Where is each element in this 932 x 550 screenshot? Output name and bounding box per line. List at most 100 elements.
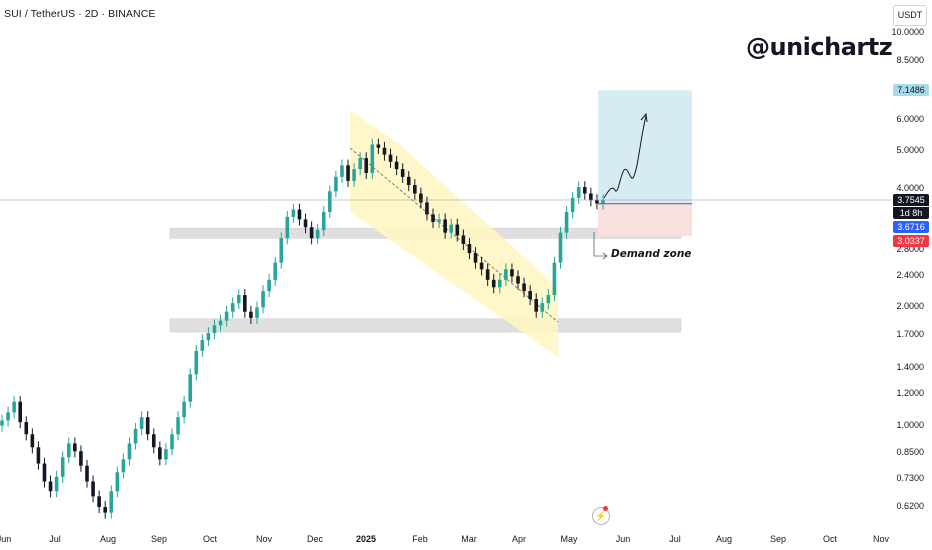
y-tick-label: 1.0000 bbox=[896, 419, 924, 430]
candle-body bbox=[139, 417, 144, 429]
candle-body bbox=[528, 291, 532, 300]
long-position-tool bbox=[593, 90, 692, 260]
candle-body bbox=[352, 169, 356, 181]
candle-body bbox=[315, 229, 320, 239]
lightning-icon[interactable]: ⚡ bbox=[592, 507, 610, 525]
y-tick-label: 5.0000 bbox=[896, 145, 924, 156]
y-tick-label: 2.0000 bbox=[896, 301, 924, 312]
candle-body bbox=[413, 184, 417, 194]
candle-body bbox=[510, 269, 514, 277]
candle-body bbox=[582, 187, 587, 194]
candle-body bbox=[230, 303, 235, 312]
candle-body bbox=[425, 202, 429, 215]
candle-body bbox=[36, 447, 41, 464]
y-tick-label: 0.8500 bbox=[896, 447, 924, 458]
candle-body bbox=[66, 443, 71, 458]
candle-body bbox=[540, 303, 545, 312]
candle-body bbox=[0, 420, 4, 426]
candle-body bbox=[437, 219, 441, 222]
candle-body bbox=[267, 279, 271, 292]
candle-body bbox=[6, 412, 10, 421]
demand-zone-rect bbox=[169, 318, 682, 333]
candle-body bbox=[570, 197, 575, 212]
candle-body bbox=[467, 244, 472, 254]
candle-body bbox=[48, 481, 53, 492]
candle-body bbox=[12, 401, 16, 413]
demand-zone-label: Demand zone bbox=[611, 248, 692, 260]
candle-body bbox=[18, 401, 23, 423]
candle-body bbox=[42, 463, 47, 482]
candle-body bbox=[97, 496, 101, 507]
candle-body bbox=[382, 147, 387, 155]
candle-body bbox=[370, 144, 375, 173]
candle-body bbox=[151, 434, 156, 448]
candle-body bbox=[273, 262, 277, 280]
candle-body bbox=[218, 320, 223, 326]
candle-body bbox=[30, 434, 35, 448]
candles-layer bbox=[0, 138, 605, 519]
y-tick-label: 6.0000 bbox=[896, 114, 924, 125]
candle-body bbox=[188, 374, 192, 402]
currency-button[interactable]: USDT bbox=[893, 5, 927, 26]
candle-body bbox=[491, 279, 496, 288]
candle-body bbox=[394, 161, 399, 170]
candle-body bbox=[449, 224, 454, 233]
candle-body bbox=[285, 216, 290, 239]
candle-body bbox=[85, 465, 89, 482]
candle-body bbox=[443, 219, 447, 233]
candle-body bbox=[115, 472, 120, 492]
x-tick-label: Aug bbox=[715, 534, 733, 544]
candle-body bbox=[589, 193, 593, 201]
candle-body bbox=[388, 154, 393, 162]
candle-body bbox=[497, 279, 502, 288]
target-zone bbox=[598, 90, 692, 204]
x-tick-label: Sep bbox=[150, 534, 168, 544]
candle-body bbox=[158, 447, 162, 460]
x-tick-label: Jul bbox=[669, 534, 681, 544]
candle-body bbox=[236, 295, 241, 304]
candle-body bbox=[334, 176, 338, 192]
candle-body bbox=[321, 211, 326, 230]
candle-body bbox=[200, 340, 205, 351]
candle-body bbox=[145, 417, 150, 435]
candle-body bbox=[419, 193, 423, 203]
y-tick-label: 1.7000 bbox=[896, 329, 924, 340]
candle-body bbox=[109, 491, 114, 513]
projection-arrow-head bbox=[640, 112, 648, 123]
candle-body bbox=[358, 158, 362, 170]
candle-body bbox=[243, 295, 247, 312]
x-tick-label: Oct bbox=[822, 534, 838, 544]
candle-body bbox=[479, 262, 484, 270]
candle-body bbox=[212, 325, 217, 334]
candle-body bbox=[249, 311, 253, 318]
target-price-tag: 7.1486 bbox=[893, 84, 929, 96]
x-tick-label: Jun bbox=[0, 534, 12, 544]
candle-body bbox=[431, 214, 435, 222]
candle-body bbox=[552, 262, 557, 296]
y-tick-label: 0.6200 bbox=[896, 501, 924, 511]
candle-body bbox=[279, 238, 284, 263]
candle-body bbox=[194, 350, 199, 375]
candle-body bbox=[346, 165, 350, 181]
y-tick-label: 1.4000 bbox=[896, 362, 924, 373]
projection-line bbox=[603, 115, 647, 199]
x-tick-label: Jun bbox=[615, 534, 631, 544]
x-tick-label: Oct bbox=[202, 534, 218, 544]
last-price-tag: 3.7545 bbox=[893, 194, 929, 206]
stop-zone bbox=[598, 203, 692, 237]
demand-arrow bbox=[593, 232, 607, 257]
candle-body bbox=[60, 457, 65, 477]
countdown-tag: 1d 8h bbox=[893, 207, 929, 219]
x-tick-label: Jul bbox=[49, 534, 61, 544]
x-tick-label: Sep bbox=[769, 534, 787, 544]
y-tick-label: 10.0000 bbox=[891, 27, 924, 37]
y-tick-label: 0.7300 bbox=[896, 473, 924, 484]
candle-body bbox=[176, 417, 180, 435]
candle-body bbox=[73, 443, 77, 452]
candle-body bbox=[297, 209, 302, 220]
y-tick-label: 2.4000 bbox=[896, 270, 924, 281]
candle-body bbox=[261, 291, 265, 308]
y-tick-label: 2.8000 bbox=[896, 243, 924, 254]
candle-body bbox=[485, 269, 490, 280]
